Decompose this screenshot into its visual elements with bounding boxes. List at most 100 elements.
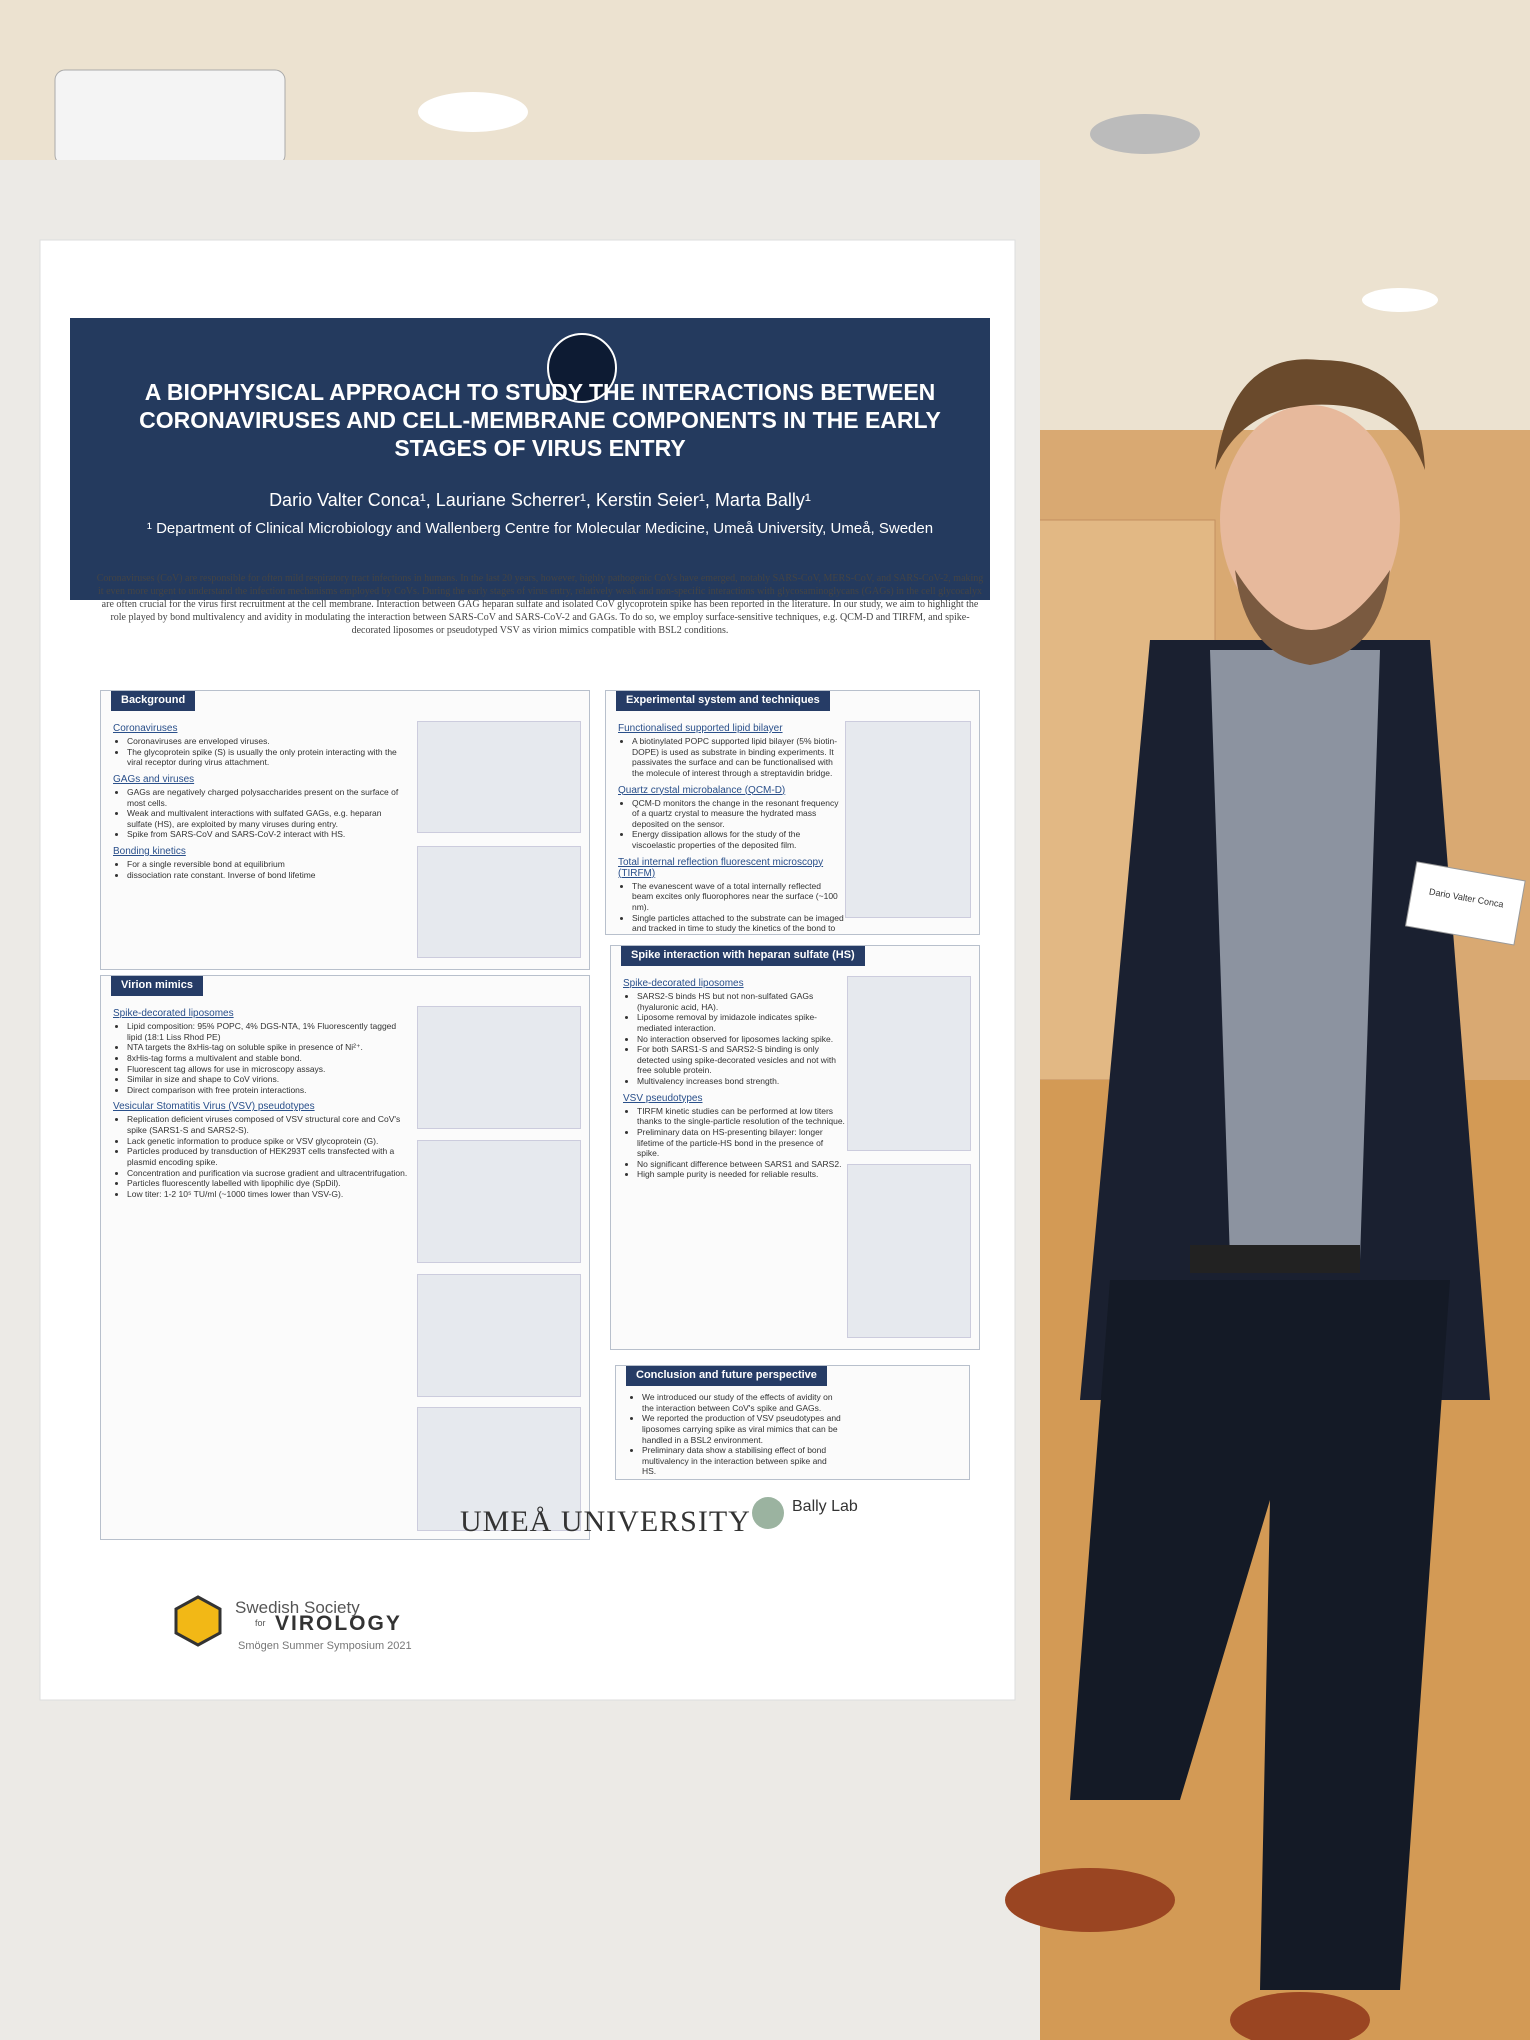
- bullet: TIRFM kinetic studies can be performed a…: [637, 1106, 846, 1127]
- figure: [417, 1273, 581, 1397]
- hair: [1215, 359, 1425, 470]
- bullet: The evanescent wave of a total internall…: [632, 881, 844, 913]
- bullet: Concentration and purification via sucro…: [127, 1168, 408, 1179]
- bullet: Replication deficient viruses composed o…: [127, 1114, 408, 1135]
- bullet-list: For a single reversible bond at equilibr…: [113, 859, 408, 880]
- bullet: Lack genetic information to produce spik…: [127, 1136, 408, 1147]
- poster-section: Conclusion and future perspective We intr…: [615, 1365, 970, 1480]
- subsection-title: Bonding kinetics: [113, 846, 186, 857]
- poster-header: [70, 318, 990, 600]
- bullet: Spike from SARS-CoV and SARS-CoV-2 inter…: [127, 829, 408, 840]
- poster-section: Spike interaction with heparan sulfate (…: [610, 945, 980, 1350]
- poster-section: Virion mimics Spike-decorated liposomes Li…: [100, 975, 590, 1540]
- figure: [846, 976, 971, 1151]
- bullet: The glycoprotein spike (S) is usually th…: [127, 747, 408, 768]
- bullet: Fluorescent tag allows for use in micros…: [127, 1064, 408, 1075]
- bullet: Direct comparison with free protein inte…: [127, 1085, 408, 1096]
- footer-university: UMEÅ UNIVERSITY: [460, 1505, 751, 1538]
- figure: [417, 1139, 581, 1263]
- section-heading: Background: [111, 691, 196, 711]
- bullet: Coronaviruses are enveloped viruses.: [127, 736, 408, 747]
- bullet-list: We introduced our study of the effects o…: [628, 1392, 842, 1479]
- subsection-title: Spike-decorated liposomes: [113, 1008, 234, 1019]
- footer-society-for: for: [255, 1618, 266, 1628]
- university-seal: [547, 333, 617, 403]
- poster-intro: Coronaviruses (CoV) are responsible for …: [96, 573, 984, 636]
- bullet-list: QCM-D monitors the change in the resonan…: [618, 798, 844, 851]
- ceiling-light: [1362, 288, 1438, 312]
- bullet: NTA targets the 8xHis-tag on soluble spi…: [127, 1042, 408, 1053]
- poster-affiliation: ¹ Department of Clinical Microbiology an…: [146, 520, 934, 537]
- bullet: Single particles attached to the substra…: [632, 913, 844, 935]
- bullet-list: SARS2-S binds HS but not non-sulfated GA…: [623, 991, 846, 1087]
- subsection-title: VSV pseudotypes: [623, 1092, 703, 1104]
- bullet: Preliminary data on HS-presenting bilaye…: [637, 1127, 846, 1159]
- bullet-list: Lipid composition: 95% POPC, 4% DGS-NTA,…: [113, 1021, 408, 1095]
- bullet-list: The evanescent wave of a total internall…: [618, 881, 844, 935]
- section-heading: Experimental system and techniques: [616, 691, 830, 711]
- bullet: Weak and multivalent interactions with s…: [127, 808, 408, 829]
- subsection-title: Coronaviruses: [113, 723, 178, 734]
- poster-title: A BIOPHYSICAL APPROACH TO STUDY THE INTE…: [139, 379, 941, 461]
- face: [1220, 405, 1400, 635]
- bullet: Similar in size and shape to CoV virions…: [127, 1074, 408, 1085]
- poster-section: Background Coronaviruses Coronaviruses are…: [100, 690, 590, 970]
- figure: [417, 1407, 581, 1531]
- bullet: Low titer: 1-2 10⁵ TU/ml (~1000 times lo…: [127, 1189, 408, 1200]
- subsection-title: GAGs and viruses: [113, 773, 195, 785]
- bullet-list: TIRFM kinetic studies can be performed a…: [623, 1106, 846, 1180]
- bullet: 8xHis-tag forms a multivalent and stable…: [127, 1053, 408, 1064]
- subsection-title: Quartz crystal microbalance (QCM-D): [618, 784, 786, 796]
- footer-virology: VIROLOGY: [275, 1612, 402, 1635]
- section-heading: Spike interaction with heparan sulfate (…: [621, 946, 865, 966]
- bullet: For a single reversible bond at equilibr…: [127, 859, 408, 870]
- subsection-title: Vesicular Stomatitis Virus (VSV) pseudot…: [113, 1101, 315, 1113]
- bullet: SARS2-S binds HS but not non-sulfated GA…: [637, 991, 846, 1012]
- section-heading: Conclusion and future perspective: [626, 1366, 827, 1386]
- shirt: [1210, 650, 1380, 1260]
- bullet: We introduced our study of the effects o…: [642, 1392, 842, 1413]
- bullet: Lipid composition: 95% POPC, 4% DGS-NTA,…: [127, 1021, 408, 1042]
- bullet: Liposome removal by imidazole indicates …: [637, 1012, 846, 1033]
- name-badge: [1404, 861, 1526, 946]
- ceiling-light: [1090, 114, 1200, 154]
- shoe: [1005, 1868, 1175, 1932]
- bullet: Particles fluorescently labelled with li…: [127, 1178, 408, 1189]
- bullet: High sample purity is needed for reliabl…: [637, 1169, 846, 1180]
- bullet: Preliminary data show a stabilising effe…: [642, 1445, 842, 1477]
- trousers: [1070, 1280, 1450, 1990]
- virology-logo: [174, 1595, 222, 1647]
- figure: [417, 846, 581, 958]
- figure: [846, 1163, 971, 1338]
- bullet: QCM-D monitors the change in the resonan…: [632, 798, 844, 830]
- bullet: For both SARS1-S and SARS2-S binding is …: [637, 1044, 846, 1076]
- ceiling-light: [418, 92, 528, 132]
- belt: [1190, 1245, 1360, 1273]
- poster-section: Experimental system and techniques Functi…: [605, 690, 980, 935]
- figure: [417, 721, 581, 833]
- bullet-list: Coronaviruses are enveloped viruses.The …: [113, 736, 408, 768]
- beard: [1235, 570, 1390, 665]
- bullet-list: A biotinylated POPC supported lipid bila…: [618, 736, 844, 779]
- figure: [417, 1006, 581, 1130]
- bullet-list: GAGs are negatively charged polysacchari…: [113, 787, 408, 840]
- section-heading: Virion mimics: [111, 976, 203, 996]
- logo-hexagon: [174, 1595, 222, 1647]
- bullet: No interaction observed for liposomes la…: [637, 1034, 846, 1045]
- bally-lab-logo: [752, 1497, 784, 1529]
- projector: [54, 69, 286, 166]
- footer-society: Swedish Society: [235, 1598, 360, 1617]
- bullet: A biotinylated POPC supported lipid bila…: [632, 736, 844, 779]
- bullet: dissociation rate constant. Inverse of b…: [127, 870, 408, 881]
- bullet: Multivalency increases bond strength.: [637, 1076, 846, 1087]
- bullet: Particles produced by transduction of HE…: [127, 1146, 408, 1167]
- bullet: GAGs are negatively charged polysacchari…: [127, 787, 408, 808]
- shoe: [1230, 1992, 1370, 2040]
- subsection-title: Functionalised supported lipid bilayer: [618, 723, 783, 734]
- footer-symposium: Smögen Summer Symposium 2021: [238, 1640, 412, 1652]
- footer-lab: Bally Lab: [792, 1498, 858, 1515]
- subsection-title: Total internal reflection fluorescent mi…: [618, 856, 824, 879]
- subsection-title: Spike-decorated liposomes: [623, 978, 744, 989]
- name-badge-group: Dario Valter Conca: [1404, 861, 1526, 946]
